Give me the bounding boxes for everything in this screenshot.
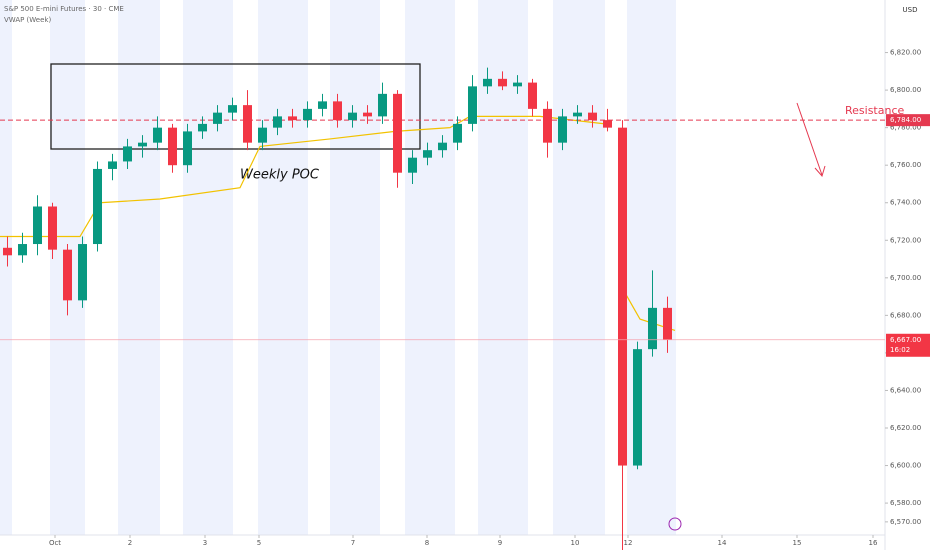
chart-title: S&P 500 E-mini Futures · 30 · CME — [4, 5, 124, 13]
candle-body — [408, 157, 417, 173]
y-tick-label: 6,780.00 — [890, 124, 921, 132]
candle-body — [228, 105, 237, 113]
candle-body — [363, 112, 372, 117]
x-tick-label: 16 — [869, 539, 878, 547]
candle-body — [663, 307, 672, 340]
candle-body — [573, 112, 582, 117]
arrow — [796, 102, 826, 178]
currency: USD — [903, 6, 918, 14]
candle-body — [423, 150, 432, 158]
candle-body — [483, 78, 492, 87]
candle-body — [63, 249, 72, 301]
candle-body — [543, 108, 552, 143]
candle-body — [258, 127, 267, 143]
y-tick-label: 6,640.00 — [890, 386, 921, 394]
candle-body — [618, 127, 627, 466]
candle-body — [453, 123, 462, 143]
candle-body — [48, 206, 57, 250]
candle-body — [33, 206, 42, 245]
candle-body — [318, 101, 327, 109]
x-tick-label: 12 — [624, 539, 633, 547]
x-tick-label: 7 — [351, 539, 355, 547]
y-tick-label: 6,800.00 — [890, 86, 921, 94]
y-tick-label: 6,740.00 — [890, 199, 921, 207]
x-tick-label: 8 — [425, 539, 429, 547]
candle-body — [243, 105, 252, 143]
candle-body — [528, 82, 537, 109]
x-tick-label: 5 — [257, 539, 261, 547]
x-tick-label: Oct — [49, 539, 61, 547]
y-tick-label: 6,760.00 — [890, 161, 921, 169]
candle-body — [288, 116, 297, 121]
price-tag-label: 6,667.00 — [890, 336, 921, 344]
y-tick-label: 6,570.00 — [890, 518, 921, 526]
y-tick-label: 6,580.00 — [890, 499, 921, 507]
candle-body — [198, 123, 207, 132]
price-tag-label: 6,784.00 — [890, 116, 921, 124]
candle-body — [153, 127, 162, 143]
candle-body — [603, 120, 612, 128]
x-tick-label: 3 — [203, 539, 207, 547]
countdown: 16:02 — [890, 346, 910, 354]
range-box — [50, 63, 421, 150]
candle-body — [633, 349, 642, 466]
event-icon — [668, 517, 682, 531]
price-tag — [886, 333, 930, 357]
candle-body — [78, 244, 87, 301]
indicator-label: VWAP (Week) — [4, 16, 51, 24]
y-tick-label: 6,680.00 — [890, 311, 921, 319]
candle-body — [3, 247, 12, 256]
candle-body — [648, 307, 657, 350]
price-tag — [886, 114, 930, 127]
candle-body — [588, 112, 597, 121]
poc-label: Weekly POC — [240, 168, 320, 183]
x-tick-label: 14 — [718, 539, 727, 547]
candle-body — [513, 82, 522, 87]
y-tick-label: 6,620.00 — [890, 424, 921, 432]
resistance-label: Resistance — [845, 104, 905, 117]
candle-body — [213, 112, 222, 124]
candle-body — [348, 112, 357, 121]
y-tick-label: 6,600.00 — [890, 462, 921, 470]
x-tick-label: 15 — [793, 539, 802, 547]
candle-body — [108, 161, 117, 169]
candle-body — [273, 116, 282, 128]
candle-body — [393, 93, 402, 173]
y-tick-label: 6,820.00 — [890, 49, 921, 57]
candle-body — [378, 93, 387, 117]
y-tick-label: 6,700.00 — [890, 274, 921, 282]
candle-body — [93, 168, 102, 245]
x-tick-label: 10 — [571, 539, 580, 547]
candle-body — [558, 116, 567, 143]
x-tick-label: 9 — [498, 539, 502, 547]
candle-body — [168, 127, 177, 166]
candle-body — [333, 101, 342, 121]
candle-body — [498, 78, 507, 87]
y-tick-label: 6,720.00 — [890, 236, 921, 244]
candle-body — [183, 131, 192, 166]
session-shading — [0, 0, 676, 535]
candle-body — [303, 108, 312, 121]
candle-body — [18, 244, 27, 256]
candle-body — [438, 142, 447, 151]
candle-body — [123, 146, 132, 162]
candle-body — [468, 86, 477, 124]
candle-body — [138, 142, 147, 147]
x-tick-label: 2 — [128, 539, 132, 547]
